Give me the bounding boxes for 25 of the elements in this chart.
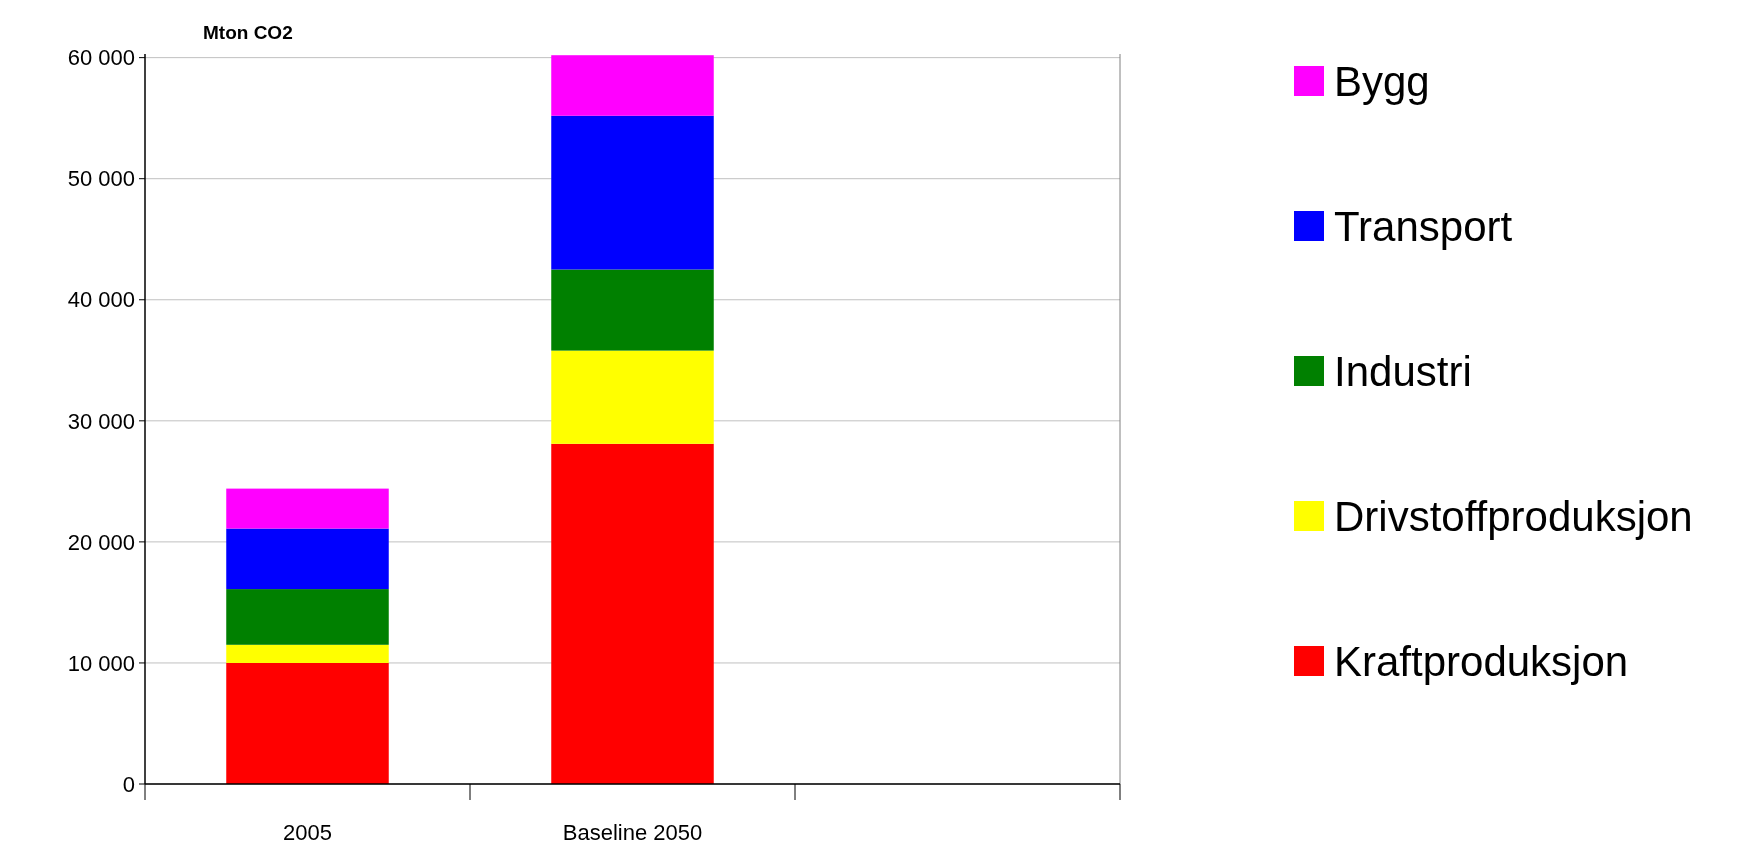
legend-label: Bygg bbox=[1334, 57, 1430, 105]
y-tick-label: 10 000 bbox=[67, 650, 135, 676]
bar bbox=[226, 662, 389, 784]
y-tick-label: 60 000 bbox=[67, 45, 135, 71]
bar bbox=[226, 488, 389, 529]
x-tick-label: 2005 bbox=[283, 820, 332, 842]
bar bbox=[551, 55, 714, 116]
bar bbox=[551, 269, 714, 351]
bar bbox=[226, 589, 389, 645]
legend-label: Industri bbox=[1334, 347, 1472, 395]
y-axis-title: Mton CO2 bbox=[203, 22, 293, 43]
legend-label: Drivstoffproduksjon bbox=[1334, 492, 1693, 540]
legend-label: Transport bbox=[1334, 202, 1513, 250]
y-tick-label: 0 bbox=[122, 771, 135, 797]
bar bbox=[551, 350, 714, 444]
legend-label: Kraftproduksjon bbox=[1334, 637, 1629, 685]
bar bbox=[226, 644, 389, 663]
x-tick-label: Baseline 2050 bbox=[562, 820, 703, 842]
bar bbox=[226, 528, 389, 590]
y-tick-label: 20 000 bbox=[67, 529, 135, 555]
y-tick-label: 30 000 bbox=[67, 408, 135, 434]
y-tick-label: 40 000 bbox=[67, 287, 135, 313]
bar bbox=[551, 115, 714, 270]
bar bbox=[551, 443, 714, 784]
y-tick-label: 50 000 bbox=[67, 166, 135, 192]
